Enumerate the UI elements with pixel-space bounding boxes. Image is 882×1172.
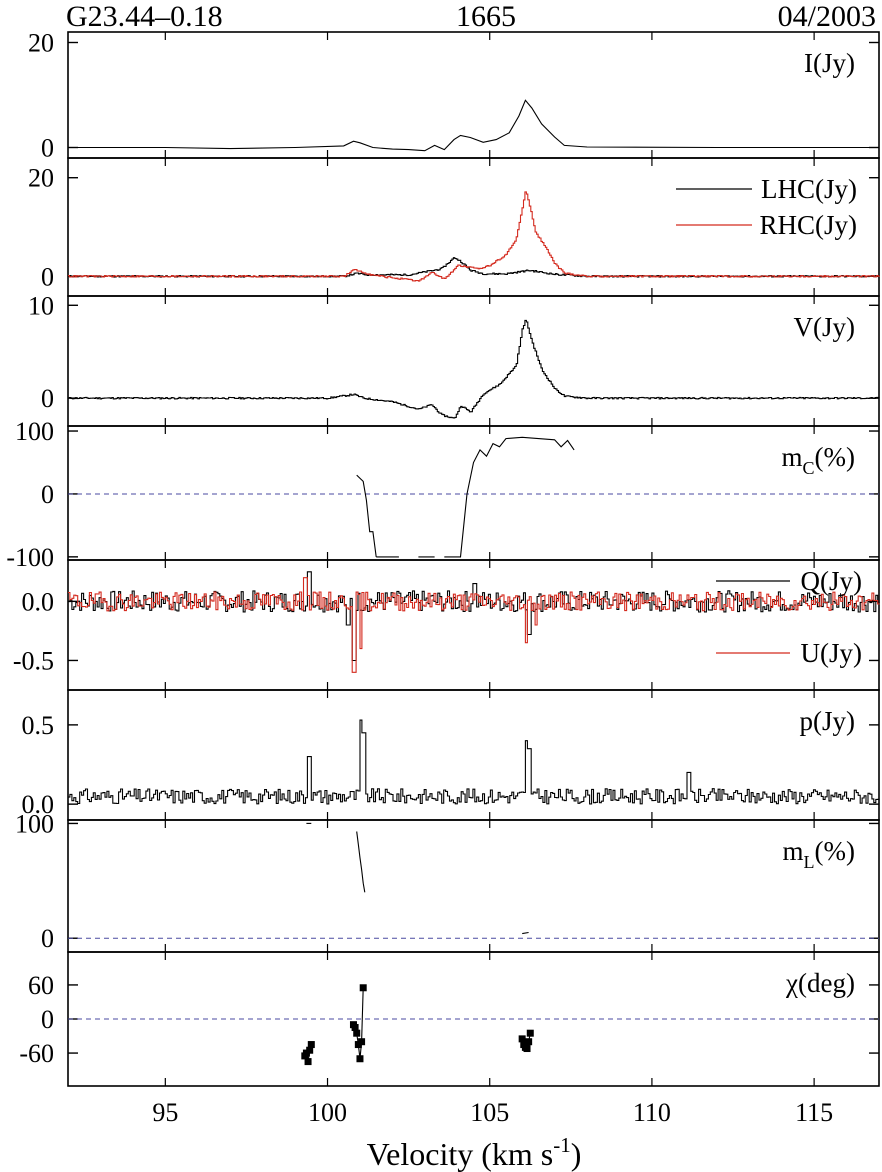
series-line-p-0: [68, 719, 880, 805]
y-tick-label: 0.5: [22, 711, 55, 740]
panel-LHC_RHC: 0 20 LHC(Jy) RHC(Jy): [28, 157, 880, 297]
series-line-QU-1: [68, 577, 880, 673]
header-source: G23.44–0.18: [66, 0, 223, 33]
data-point: [351, 1024, 359, 1032]
panel-label-mL: mL(%): [783, 836, 856, 872]
y-tick-label: 0.0: [22, 587, 55, 616]
y-tick-label: 0: [41, 262, 54, 291]
panel-label-main: I(Jy): [804, 48, 855, 78]
data-point: [525, 1038, 533, 1046]
y-tick-label: 0: [41, 384, 54, 413]
data-point: [306, 1046, 314, 1054]
y-tick-label: 0: [41, 924, 54, 953]
data-point: [523, 1045, 531, 1053]
panel-mL: 0 100 mL(%): [15, 809, 880, 953]
x-axis-label-exp: -1: [553, 1133, 571, 1157]
data-point: [304, 1058, 312, 1066]
y-tick-label: 60: [28, 971, 54, 1000]
legend-label-1: RHC(Jy): [759, 210, 857, 240]
x-tick-label: 95: [152, 1098, 178, 1127]
panel-chi: -60 0 60 χ(deg): [19, 951, 880, 1087]
data-point: [526, 1029, 534, 1037]
y-tick-label: 0: [41, 1005, 54, 1034]
panel-label-chi: χ(deg): [785, 968, 855, 998]
panel-mC: -100 0 100 mC(%): [6, 417, 880, 572]
panel-frame: [67, 425, 880, 561]
panel-label-main: V(Jy): [794, 312, 856, 342]
panel-label-p: p(Jy): [800, 706, 856, 736]
x-tick-label: 115: [795, 1098, 833, 1127]
panel-frame: [67, 157, 880, 297]
data-point: [358, 1038, 366, 1046]
series-line-mL-1: [356, 831, 366, 893]
series-line-LHC_RHC-1: [68, 191, 880, 282]
series-line-mL-2: [522, 931, 529, 935]
panel-label-main: p(Jy): [800, 706, 856, 736]
data-point: [518, 1035, 526, 1043]
y-tick-label: 100: [15, 417, 54, 446]
y-tick-label: 0: [41, 134, 54, 163]
series-line-I-0: [68, 99, 879, 152]
legend-label-0: Q(Jy): [801, 566, 863, 596]
y-tick-label: 100: [15, 809, 54, 838]
y-tick-label: 20: [28, 29, 54, 58]
panel-label-suffix: (%): [815, 442, 855, 472]
panel-label-V: V(Jy): [794, 312, 856, 342]
data-point: [359, 984, 367, 992]
panel-frame: [67, 559, 880, 691]
series-line-mC-3: [444, 436, 575, 558]
data-point: [356, 1055, 364, 1063]
panel-I: 0 20 I(Jy): [28, 29, 880, 163]
x-tick-label: 105: [470, 1098, 509, 1127]
panel-label-suffix: (%): [815, 836, 855, 866]
panel-label-main: m: [781, 442, 802, 472]
x-tick-label: 100: [308, 1098, 347, 1127]
series-line-V-0: [68, 319, 880, 419]
panel-QU: -0.5 0.0 Q(Jy) U(Jy): [13, 559, 880, 691]
x-axis-label-main: Velocity (km s: [367, 1136, 554, 1172]
header-epoch: 04/2003: [778, 0, 876, 33]
panel-label-I: I(Jy): [804, 48, 855, 78]
panel-label-mC: mC(%): [781, 442, 855, 478]
x-axis-label: Velocity (km s-1): [367, 1133, 582, 1172]
panel-frame: [67, 819, 880, 953]
series-line-mC-0: [356, 474, 377, 557]
header-frequency: 1665: [456, 0, 516, 33]
panel-label-sub: C: [803, 458, 815, 478]
y-tick-label: 20: [28, 164, 54, 193]
y-tick-label: 0.0: [22, 790, 55, 819]
y-tick-label: -0.5: [13, 646, 54, 675]
y-tick-label: 0: [41, 480, 54, 509]
y-tick-label: -60: [19, 1039, 54, 1068]
legend-label-0: LHC(Jy): [761, 174, 857, 204]
data-point: [353, 1029, 361, 1037]
x-axis: 95 100 105 110 115: [152, 1098, 833, 1127]
panel-label-main: χ(deg): [785, 968, 855, 998]
y-tick-label: 10: [28, 291, 54, 320]
data-point: [307, 1041, 315, 1049]
panel-label-main: m: [783, 836, 804, 866]
panel-label-sub: L: [804, 852, 815, 872]
x-tick-label: 110: [633, 1098, 671, 1127]
y-tick-label: -100: [6, 543, 54, 572]
panel-V: 0 10 V(Jy): [28, 291, 880, 427]
series-line-QU-0: [68, 571, 880, 662]
x-axis-label-close: ): [571, 1136, 582, 1172]
panel-p: 0.0 0.5 p(Jy): [22, 689, 880, 821]
legend-label-1: U(Jy): [801, 638, 863, 668]
